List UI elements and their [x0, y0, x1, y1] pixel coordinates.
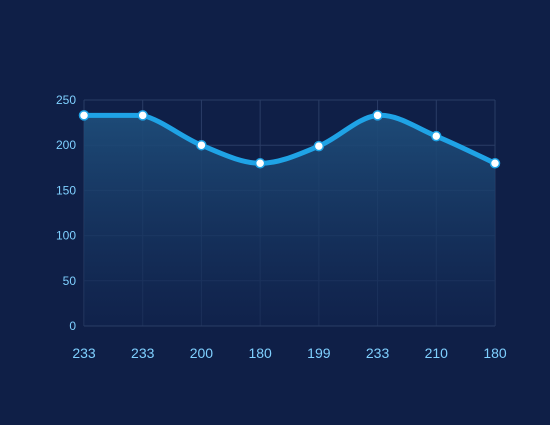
- series-area: [84, 115, 495, 326]
- x-axis: 233 233 200 180 199 233 210 180: [72, 325, 507, 361]
- data-point[interactable]: [254, 158, 266, 169]
- data-point[interactable]: [431, 130, 442, 142]
- x-tick-label: 233: [72, 345, 96, 361]
- data-point[interactable]: [313, 140, 325, 152]
- data-points-layer: [78, 110, 501, 169]
- x-tick-label: 199: [307, 345, 331, 361]
- x-tick-label: 200: [190, 345, 214, 361]
- x-tick-label: 210: [425, 345, 449, 361]
- x-tick-label: 233: [131, 345, 155, 361]
- y-tick-label: 100: [56, 229, 76, 243]
- y-axis: 0 50 100 150 200 250: [56, 93, 76, 333]
- data-point[interactable]: [489, 158, 501, 169]
- data-point[interactable]: [137, 110, 148, 121]
- y-tick-label: 150: [56, 183, 76, 197]
- x-tick-label: 233: [366, 345, 390, 361]
- x-tick-label: 180: [248, 345, 272, 361]
- y-tick-label: 50: [63, 274, 77, 288]
- y-tick-label: 250: [56, 93, 76, 107]
- data-point[interactable]: [78, 110, 90, 121]
- x-tick-label: 180: [483, 345, 507, 361]
- area-fill-layer: [84, 115, 495, 326]
- y-tick-label: 0: [69, 319, 76, 333]
- data-point[interactable]: [196, 139, 207, 151]
- y-tick-label: 200: [56, 138, 76, 152]
- data-point[interactable]: [372, 110, 383, 121]
